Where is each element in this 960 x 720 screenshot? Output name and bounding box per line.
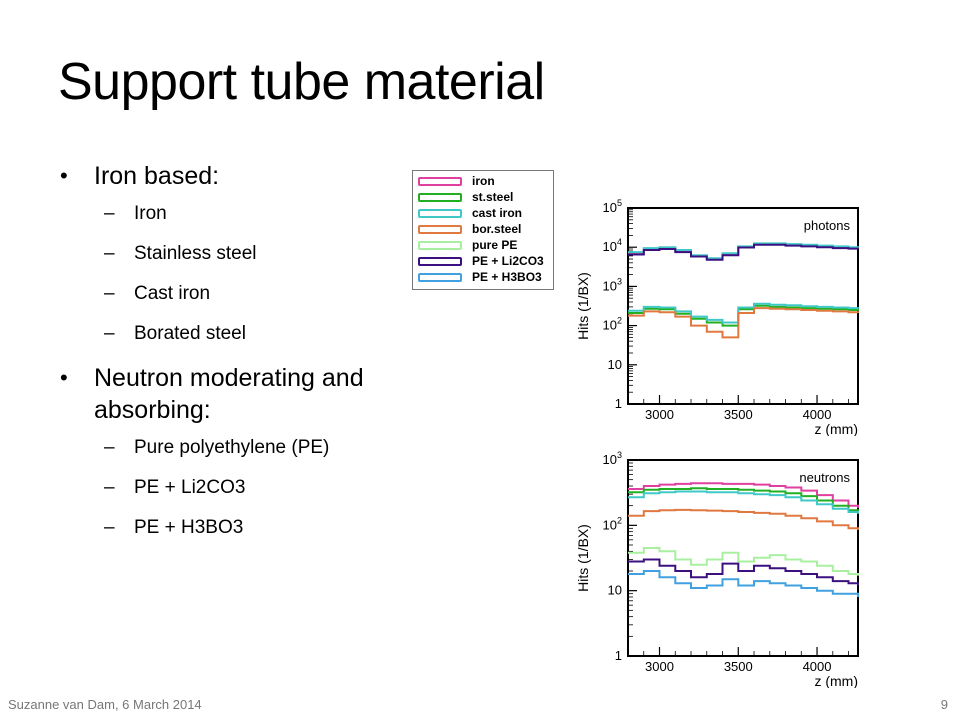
y-tick-label: 102 xyxy=(603,316,622,333)
series-line xyxy=(628,482,859,508)
sub-bullet-dash: – xyxy=(104,517,115,538)
sub-bullet-text: Stainless steel xyxy=(134,243,257,264)
bullet-dot: • xyxy=(60,163,68,188)
y-tick-label: 102 xyxy=(603,515,622,532)
y-tick-label: 1 xyxy=(615,648,622,663)
legend-label: iron xyxy=(472,174,495,188)
sub-bullet-pe-li2co3: – PE + Li2CO3 xyxy=(60,476,400,500)
legend-swatch xyxy=(418,257,462,266)
x-tick-label: 3500 xyxy=(724,407,753,422)
legend-entry: PE + Li2CO3 xyxy=(418,254,550,269)
bullet-heading-text: Neutron moderating and absorbing: xyxy=(94,364,364,424)
y-axis-label: Hits (1/BX) xyxy=(575,524,591,592)
x-tick-label: 4000 xyxy=(803,407,832,422)
series-line xyxy=(628,490,859,514)
sub-bullet-text: PE + H3BO3 xyxy=(134,517,244,538)
sub-bullet-cast-iron: – Cast iron xyxy=(60,282,400,306)
series-line xyxy=(628,570,859,597)
bullet-heading-neutron: • Neutron moderating and absorbing: xyxy=(60,362,400,426)
y-tick-label: 105 xyxy=(603,198,622,215)
sub-bullet-text: Iron xyxy=(134,203,167,224)
series-line xyxy=(628,242,859,260)
series-line xyxy=(628,558,859,586)
legend-entry: bor.steel xyxy=(418,222,550,237)
y-tick-label: 1 xyxy=(615,396,622,411)
y-tick-label: 10 xyxy=(608,583,622,598)
legend-label: cast iron xyxy=(472,206,523,220)
legend-entry: PE + H3BO3 xyxy=(418,270,550,285)
series-line xyxy=(628,487,859,512)
series-line xyxy=(628,508,859,530)
bullet-heading-iron-based: • Iron based: xyxy=(60,160,400,192)
y-tick-label: 104 xyxy=(603,237,622,254)
bullet-list: • Iron based: – Iron – Stainless steel – Ca… xyxy=(60,160,400,556)
sub-bullet-dash: – xyxy=(104,203,115,224)
chart-annotation: photons xyxy=(804,218,851,233)
series-line xyxy=(628,243,859,261)
series-line xyxy=(628,547,859,576)
sub-bullet-text: Borated steel xyxy=(134,323,246,344)
x-tick-label: 3000 xyxy=(645,407,674,422)
sub-bullet-dash: – xyxy=(104,283,115,304)
chart-legend: iron st.steel cast iron bor.steel pure PE PE … xyxy=(412,170,554,290)
legend-swatch xyxy=(418,209,462,218)
legend-entry: cast iron xyxy=(418,206,550,221)
legend-swatch xyxy=(418,193,462,202)
series-line xyxy=(628,307,859,339)
chart-annotation: neutrons xyxy=(799,470,850,485)
legend-entry: st.steel xyxy=(418,190,550,205)
sub-bullet-pe-h3bo3: – PE + H3BO3 xyxy=(60,516,400,540)
series-line xyxy=(628,304,859,327)
sub-bullet-dash: – xyxy=(104,323,115,344)
plot-frame xyxy=(627,207,859,405)
legend-swatch xyxy=(418,273,462,282)
bullet-heading-text: Iron based: xyxy=(94,162,220,190)
sub-bullet-text: Cast iron xyxy=(134,283,211,304)
y-tick-label: 103 xyxy=(603,450,622,467)
legend-label: PE + Li2CO3 xyxy=(472,254,544,268)
sub-bullet-iron: – Iron xyxy=(60,202,400,226)
y-tick-label: 10 xyxy=(608,357,622,372)
x-axis-label: z (mm) xyxy=(814,673,858,688)
legend-entry: iron xyxy=(418,174,550,189)
x-tick-label: 3000 xyxy=(645,659,674,674)
x-axis-label: z (mm) xyxy=(814,421,858,436)
plot-frame xyxy=(627,459,859,657)
bullet-dot: • xyxy=(60,365,68,390)
page-number: 9 xyxy=(940,697,948,712)
legend-label: pure PE xyxy=(472,238,518,252)
legend-label: st.steel xyxy=(472,190,514,204)
sub-bullet-text: Pure polyethylene (PE) xyxy=(134,437,330,458)
slide-title: Support tube material xyxy=(58,53,545,111)
footer-author-date: Suzanne van Dam, 6 March 2014 xyxy=(8,697,202,712)
sub-bullet-dash: – xyxy=(104,477,115,498)
y-axis-label: Hits (1/BX) xyxy=(575,272,591,340)
x-tick-label: 3500 xyxy=(724,659,753,674)
x-tick-label: 4000 xyxy=(803,659,832,674)
legend-swatch xyxy=(418,241,462,250)
y-tick-label: 103 xyxy=(603,276,622,293)
sub-bullet-stainless-steel: – Stainless steel xyxy=(60,242,400,266)
sub-bullet-dash: – xyxy=(104,243,115,264)
sub-bullet-text: PE + Li2CO3 xyxy=(134,477,246,498)
legend-label: bor.steel xyxy=(472,222,522,236)
legend-swatch xyxy=(418,225,462,234)
legend-swatch xyxy=(418,177,462,186)
legend-label: PE + H3BO3 xyxy=(472,270,542,284)
sub-bullet-pure-pe: – Pure polyethylene (PE) xyxy=(60,436,400,460)
sub-bullet-borated-steel: – Borated steel xyxy=(60,322,400,346)
legend-entry: pure PE xyxy=(418,238,550,253)
sub-bullet-dash: – xyxy=(104,437,115,458)
